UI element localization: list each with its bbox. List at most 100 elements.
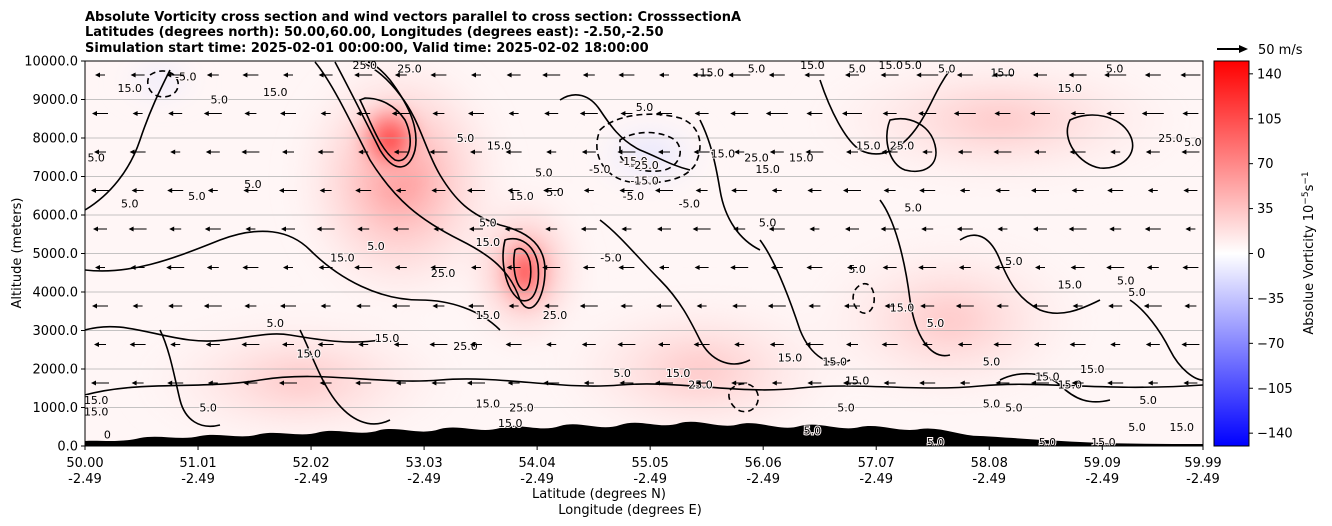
wind-vector-head [953, 111, 959, 116]
contour-line [502, 238, 540, 302]
colorbar-tick-label: −70 [1257, 337, 1284, 352]
wind-vector-head [166, 265, 172, 270]
wind-vector-head [655, 188, 660, 193]
wind-vector-head [731, 380, 737, 386]
contour-line [886, 118, 937, 172]
wind-vector-head [205, 149, 211, 155]
contour-label: 5.0 [1128, 421, 1146, 434]
contour-label: 15.0 [1058, 278, 1083, 291]
wind-vector-head [429, 149, 435, 155]
wind-vector-head [1147, 380, 1153, 386]
contour-line [85, 69, 171, 211]
contour-label: 5.0 [904, 59, 922, 72]
wind-vector-head [468, 111, 473, 116]
wind-vectors [91, 72, 1201, 386]
contour-label: 25.0 [543, 309, 568, 322]
x-tick-label-lon: -2.49 [972, 472, 1006, 487]
wind-vector-head [808, 303, 814, 309]
wind-vector-head [468, 303, 473, 309]
contour-line [879, 199, 951, 357]
wind-vector-head [94, 149, 99, 155]
x-tick-label-lon: -2.49 [520, 472, 554, 487]
x-tick-label-lon: -2.49 [859, 472, 893, 487]
wind-vector-head [1145, 149, 1151, 155]
contour-label: 15.0 [1035, 371, 1060, 384]
wind-vector-head [1107, 380, 1113, 386]
contour-label: 15.0 [118, 82, 143, 95]
contour-label: 5.0 [199, 402, 217, 415]
wind-vector-head [432, 111, 438, 116]
wind-vector-head [393, 149, 399, 155]
wind-vector-head [1106, 111, 1112, 116]
wind-vector-head [995, 188, 1001, 193]
wind-vector-head [882, 111, 888, 116]
contour-label: 5.0 [457, 132, 475, 145]
x-tick-label-lat: 50.00 [66, 456, 103, 471]
wind-vector-head [320, 111, 326, 116]
wind-vector-head [771, 188, 777, 193]
field-blob [120, 61, 200, 100]
contour-label: 5.0 [1039, 436, 1057, 449]
contour-label: 5.0 [267, 317, 285, 330]
colorbar-tick-label: 35 [1257, 202, 1274, 217]
contour-label: 5.0 [479, 217, 497, 230]
wind-vector-head [655, 380, 660, 386]
contour-line [1129, 299, 1203, 381]
wind-vector-head [206, 72, 212, 78]
terrain-fill [85, 421, 1203, 446]
wind-vector-head [1032, 303, 1037, 309]
wind-vector-head [203, 303, 209, 309]
wind-vector-head [432, 303, 438, 309]
wind-vector-head [695, 380, 701, 386]
wind-vector-head [130, 265, 136, 270]
wind-vector-head [693, 149, 699, 155]
wind-vector-head [734, 149, 740, 155]
y-tick-label: 7000.0 [33, 170, 79, 185]
wind-vector-head [128, 226, 134, 232]
wind-vector-head [507, 380, 513, 386]
wind-vector-head [696, 303, 702, 309]
wind-vector-head [319, 380, 325, 386]
contour-line [959, 234, 1101, 314]
contour-label: -5.0 [175, 70, 196, 83]
wind-vector-head [319, 188, 325, 193]
contour-label: -5.0 [589, 163, 610, 176]
wind-vector-head [542, 72, 548, 78]
wind-vector-head [921, 226, 927, 232]
wind-vector-head [728, 72, 734, 78]
wind-vector-head [920, 303, 926, 309]
wind-vector-head [579, 111, 585, 116]
wind-vector-head [994, 111, 1000, 116]
contour-line [159, 329, 221, 427]
wind-vector-head [1031, 188, 1036, 193]
wind-vector-head [765, 111, 771, 116]
wind-vector-head [770, 265, 776, 270]
x-tick-label-lon: -2.49 [1085, 472, 1119, 487]
wind-vector-head [579, 303, 585, 309]
wind-vector-head [242, 265, 248, 270]
wind-vector-head [471, 72, 476, 78]
contour-label: -15.0 [630, 174, 658, 187]
field-blob [540, 290, 860, 446]
wind-vector-head [282, 342, 287, 347]
wind-vector-head [467, 380, 472, 386]
wind-vector-head [92, 111, 97, 116]
x-tick-label-lat: 52.02 [292, 456, 329, 471]
x-axis: 50.00-2.4951.01-2.4952.02-2.4953.03-2.49… [66, 446, 1222, 487]
wind-vector-head [883, 380, 889, 386]
wind-vector-head [617, 342, 623, 347]
contour-label: 5.0 [546, 186, 564, 199]
negative-contour [619, 131, 681, 172]
wind-vector-head [279, 380, 284, 386]
contour-label: 15.0 [1080, 363, 1105, 376]
contour-label: 15.0 [1058, 378, 1083, 391]
contour-label: 5.0 [535, 167, 553, 180]
wind-vector-head [656, 303, 661, 309]
contour-label: 5.0 [1128, 286, 1146, 299]
negative-contour [852, 282, 876, 314]
wind-vector-head [884, 303, 890, 309]
contour-label: 15.0 [263, 86, 288, 99]
contour-label: -5.0 [679, 197, 700, 210]
wind-vector-head [919, 188, 925, 193]
contour-label: 15.0 [1058, 82, 1083, 95]
